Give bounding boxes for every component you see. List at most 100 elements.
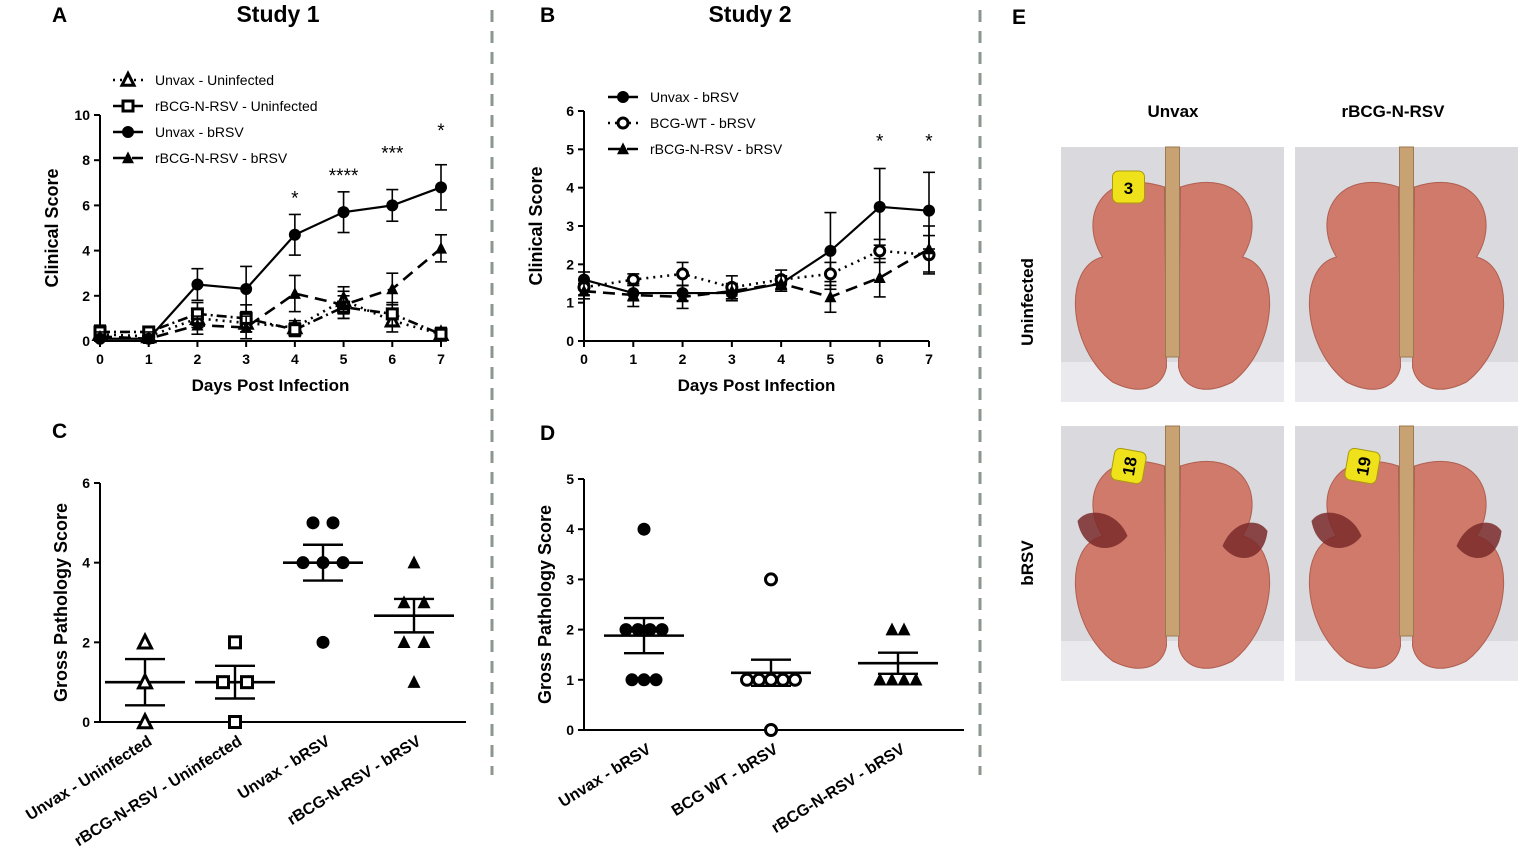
y-tick-label: 10 — [74, 107, 90, 123]
ear-tag-number: 19 — [1353, 455, 1375, 477]
data-point — [228, 635, 242, 650]
consolidation-right — [1456, 522, 1502, 558]
study-2-title: Study 2 — [708, 1, 791, 27]
y-tick-label: 2 — [566, 622, 574, 638]
y-tick-label: 2 — [82, 288, 90, 304]
category-label: rBCG-N-RSV - Uninfected — [72, 733, 245, 850]
data-point — [142, 332, 155, 345]
right-lung-lobe — [1411, 181, 1505, 390]
data-point — [873, 672, 887, 686]
trachea — [1399, 425, 1414, 637]
data-point — [288, 286, 301, 299]
group-0 — [105, 631, 185, 730]
lung-photo-1 — [1295, 146, 1518, 402]
data-point — [764, 572, 778, 587]
y-tick-label: 4 — [566, 180, 574, 196]
data-point — [316, 635, 330, 649]
significance-annotation: * — [437, 121, 445, 142]
ear-tag: 3 — [1112, 170, 1145, 204]
left-lung-lobe — [1074, 181, 1168, 390]
significance-annotation: *** — [381, 143, 404, 164]
data-point — [923, 242, 935, 255]
legend-label: BCG-WT - bRSV — [650, 115, 756, 131]
data-point — [909, 672, 923, 686]
data-point — [94, 329, 106, 342]
data-point — [775, 276, 788, 289]
data-point — [897, 622, 911, 636]
ear-tag-body — [1110, 447, 1147, 485]
y-tick-label: 6 — [82, 197, 90, 213]
x-tick-label: 6 — [388, 351, 396, 367]
y-tick-label: 4 — [82, 555, 90, 571]
x-tick-label: 2 — [679, 351, 687, 367]
y-tick-label: 2 — [82, 634, 90, 650]
ear-tag: 18 — [1110, 447, 1147, 485]
data-point — [240, 675, 254, 690]
x-tick-label: 7 — [437, 351, 445, 367]
photo-tray — [1295, 362, 1518, 402]
legend-marker — [617, 142, 629, 155]
y-tick-label: 4 — [82, 243, 90, 259]
x-tick-label: 4 — [777, 351, 785, 367]
data-point — [228, 715, 242, 729]
significance-annotation: **** — [329, 166, 359, 187]
col-label-unvax: Unvax — [1147, 102, 1199, 121]
x-tick-label: 6 — [876, 351, 884, 367]
group-2 — [858, 622, 938, 686]
row-label-uninfected: Uninfected — [1018, 258, 1037, 346]
data-point — [385, 307, 399, 321]
x-tick-label: 3 — [728, 351, 736, 367]
consolidation-left — [1077, 512, 1128, 548]
y-tick-label: 3 — [566, 218, 574, 234]
lung-photo-2: 18 — [1061, 425, 1284, 681]
data-point — [676, 267, 690, 281]
panel-letter-a: A — [52, 4, 67, 27]
panel-e-lung-photos: Unvax rBCG-N-RSV Uninfected bRSV 3 18 19 — [1018, 102, 1518, 681]
group-2 — [283, 516, 363, 649]
data-point — [637, 522, 651, 536]
data-point — [631, 623, 645, 637]
data-point — [885, 672, 899, 686]
trachea — [1399, 146, 1414, 358]
legend-marker — [617, 91, 629, 103]
photo-tray — [1061, 641, 1284, 681]
data-point — [288, 228, 301, 241]
data-point — [740, 672, 754, 687]
data-point — [637, 673, 651, 687]
legend-marker — [122, 126, 134, 138]
data-point — [417, 635, 431, 649]
data-point — [788, 672, 802, 687]
data-point — [296, 556, 310, 570]
series-line — [583, 247, 930, 299]
data-point — [240, 320, 253, 333]
data-point — [417, 595, 431, 609]
row-label-brsv: bRSV — [1018, 540, 1037, 586]
data-point — [824, 290, 837, 303]
consolidation-right — [1222, 522, 1268, 558]
y-tick-label: 2 — [566, 256, 574, 272]
right-lung-lobe — [1177, 181, 1271, 390]
data-point — [397, 635, 411, 649]
y-axis-label: Gross Pathology Score — [51, 503, 71, 702]
data-point — [407, 555, 421, 569]
group-0 — [604, 522, 684, 687]
data-point — [873, 271, 886, 284]
data-point — [216, 675, 230, 690]
col-label-rbcg-n-rsv: rBCG-N-RSV — [1342, 102, 1446, 121]
data-point — [619, 623, 633, 637]
legend-marker — [121, 99, 135, 113]
data-point — [873, 200, 886, 213]
significance-annotation: * — [876, 132, 884, 153]
y-tick-label: 3 — [566, 571, 574, 587]
x-axis-label: Days Post Infection — [192, 376, 350, 395]
x-tick-label: 5 — [340, 351, 348, 367]
significance-annotation: * — [925, 132, 933, 153]
series-line — [100, 186, 442, 340]
data-point — [191, 318, 204, 331]
data-point — [407, 675, 421, 688]
chart-a-clinical-score-study-1: 0 2 4 6 8 10 0 1 2 3 4 5 6 7 Days Post Infection Clinic… — [42, 70, 450, 395]
study-1-title: Study 1 — [236, 1, 319, 27]
legend-marker — [122, 151, 134, 164]
trachea — [1165, 146, 1180, 358]
